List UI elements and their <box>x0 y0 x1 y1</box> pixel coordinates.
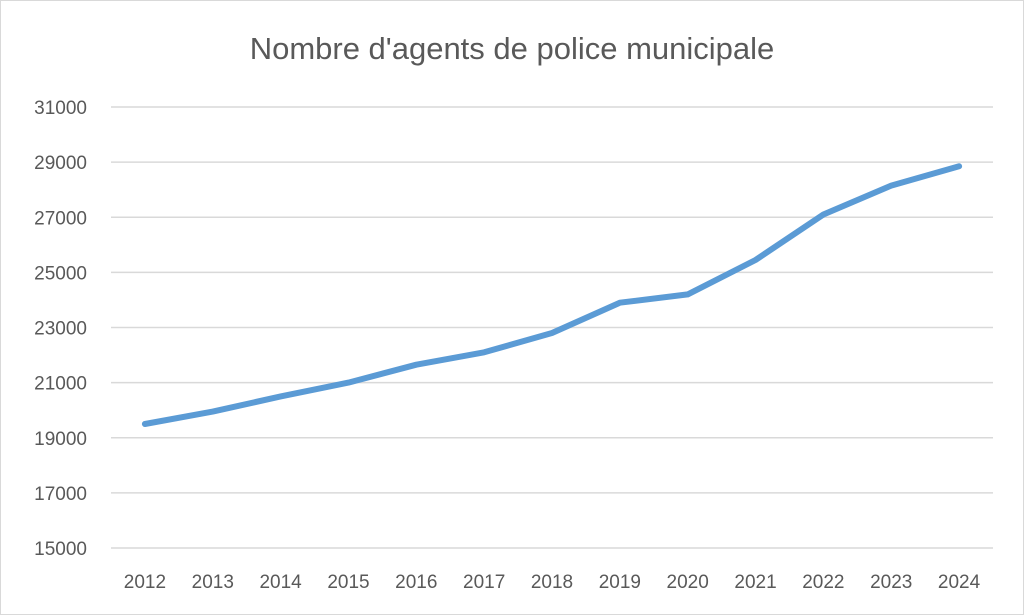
data-point-2014 <box>278 393 284 399</box>
y-tick-label: 23000 <box>34 319 87 340</box>
x-tick-label: 2024 <box>938 572 981 593</box>
data-point-2015 <box>345 380 351 386</box>
data-point-2023 <box>888 183 894 189</box>
series-line-0 <box>141 163 963 427</box>
data-point-2019 <box>617 300 623 306</box>
x-tick-label: 2022 <box>802 572 844 593</box>
y-tick-label: 17000 <box>34 484 87 505</box>
data-point-2018 <box>549 330 555 336</box>
y-tick-label: 29000 <box>34 153 87 174</box>
data-point-2024 <box>956 163 962 169</box>
chart-title: Nombre d'agents de police municipale <box>250 31 775 66</box>
data-point-2020 <box>685 291 691 297</box>
x-axis-tick-labels: 2012 2013 2014 2015 2016 2017 2018 2019 2020 2021… <box>124 572 981 593</box>
x-tick-label: 2015 <box>327 572 369 593</box>
data-point-2022 <box>820 211 826 217</box>
x-tick-label: 2019 <box>599 572 641 593</box>
data-point-2017 <box>481 349 487 355</box>
y-tick-label: 25000 <box>34 263 87 284</box>
y-tick-label: 19000 <box>34 429 87 450</box>
y-tick-label: 31000 <box>34 98 87 119</box>
x-tick-label: 2017 <box>463 572 505 593</box>
x-tick-label: 2013 <box>192 572 234 593</box>
data-point-2013 <box>210 409 216 415</box>
x-tick-label: 2018 <box>531 572 573 593</box>
x-tick-label: 2023 <box>870 572 912 593</box>
y-tick-label: 27000 <box>34 208 87 229</box>
y-tick-label: 21000 <box>34 374 87 395</box>
data-point-2016 <box>413 362 419 368</box>
x-tick-label: 2012 <box>124 572 166 593</box>
y-tick-label: 15000 <box>34 539 87 560</box>
data-point-2012 <box>142 421 148 427</box>
gridlines <box>111 106 993 549</box>
x-tick-label: 2021 <box>734 572 776 593</box>
x-tick-label: 2020 <box>667 572 709 593</box>
x-tick-label: 2016 <box>395 572 437 593</box>
series-layer <box>141 163 963 427</box>
data-point-2021 <box>753 257 759 263</box>
x-tick-label: 2014 <box>259 572 302 593</box>
y-axis-tick-labels: 15000 17000 19000 21000 23000 25000 27000 29000… <box>34 98 87 560</box>
